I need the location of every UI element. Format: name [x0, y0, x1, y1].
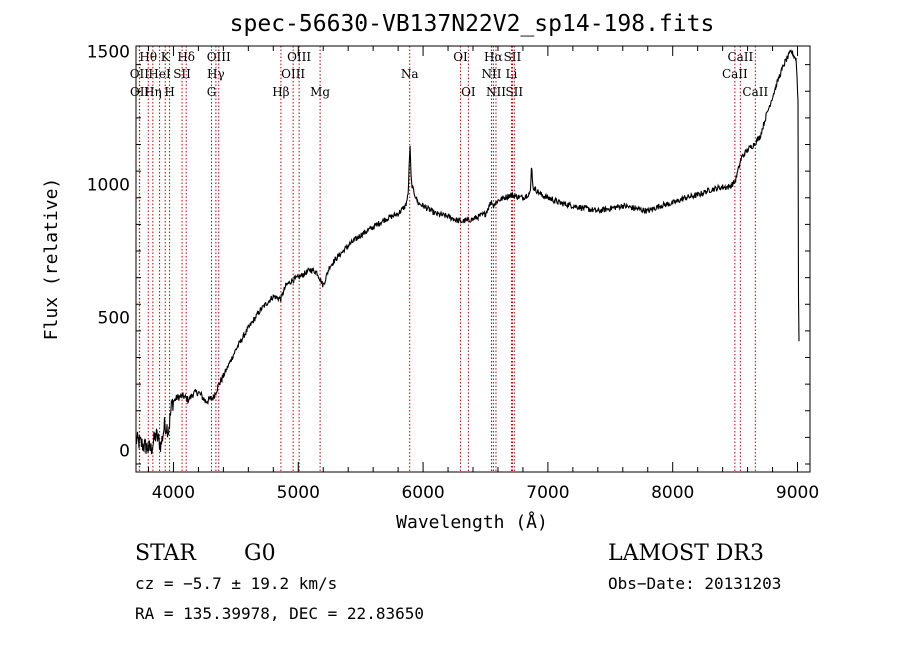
line-label-12: Hβ — [272, 85, 289, 99]
line-label-1: OII — [130, 67, 150, 81]
line-label-10: Hγ — [207, 67, 225, 81]
obs-date-text: Obs−Date: 20131203 — [608, 574, 781, 593]
line-label-8: Hδ — [177, 50, 195, 64]
line-label-24: SII — [505, 85, 523, 99]
line-label-0: Hθ — [139, 50, 157, 64]
x-tick-label: 7000 — [526, 483, 569, 503]
y-tick-label: 0 — [119, 442, 130, 462]
line-label-23: Li — [506, 67, 518, 81]
line-label-14: OIII — [281, 67, 305, 81]
object-class: STAR — [135, 541, 197, 566]
y-tick-label: 500 — [98, 309, 130, 329]
spectral-line-markers — [138, 46, 756, 472]
x-tick-label: 5000 — [277, 483, 320, 503]
x-tick-label: 8000 — [651, 483, 694, 503]
y-axis-label: Flux (relative) — [41, 178, 62, 341]
survey-name: LAMOST DR3 — [608, 541, 764, 566]
line-label-21: NII — [486, 85, 506, 99]
redshift-text: cz = −5.7 ± 19.2 km/s — [135, 574, 337, 593]
line-label-18: OI — [461, 85, 476, 99]
plot-frame — [135, 45, 811, 473]
x-axis-ticks: 4000 5000 6000 7000 8000 9000 — [147, 46, 819, 503]
line-label-15: Mg — [310, 85, 330, 99]
object-subclass: G0 — [244, 541, 276, 566]
line-label-5: K — [161, 50, 171, 64]
line-label-13: OIII — [287, 50, 311, 64]
x-tick-label: 4000 — [152, 483, 195, 503]
y-axis-ticks: 0 500 1000 1500 — [87, 42, 810, 465]
line-label-19: Hα — [484, 50, 503, 64]
radec-text: RA = 135.39978, DEC = 22.83650 — [135, 604, 424, 623]
line-label-17: OI — [453, 50, 468, 64]
line-label-11: G — [207, 85, 217, 99]
x-tick-label: 9000 — [776, 483, 819, 503]
line-label-27: CaII — [742, 85, 768, 99]
line-label-2: OII — [130, 85, 150, 99]
line-label-22: SII — [504, 50, 522, 64]
y-tick-label: 1000 — [87, 175, 130, 195]
y-tick-label: 1500 — [87, 42, 130, 62]
line-label-6: SII — [173, 67, 191, 81]
line-label-3: HeI — [148, 67, 171, 81]
line-label-20: NII — [481, 67, 501, 81]
line-label-16: Na — [401, 67, 419, 81]
line-label-26: CaII — [722, 67, 748, 81]
line-label-7: H — [164, 85, 174, 99]
line-label-4: Hη — [144, 85, 162, 99]
x-axis-label: Wavelength (Å) — [396, 511, 548, 533]
spectrum-line — [135, 49, 800, 455]
line-label-9: OIII — [207, 50, 231, 64]
chart-title: spec-56630-VB137N22V2_sp14-198.fits — [230, 11, 715, 37]
line-label-25: CaII — [727, 50, 753, 64]
x-tick-label: 6000 — [401, 483, 444, 503]
